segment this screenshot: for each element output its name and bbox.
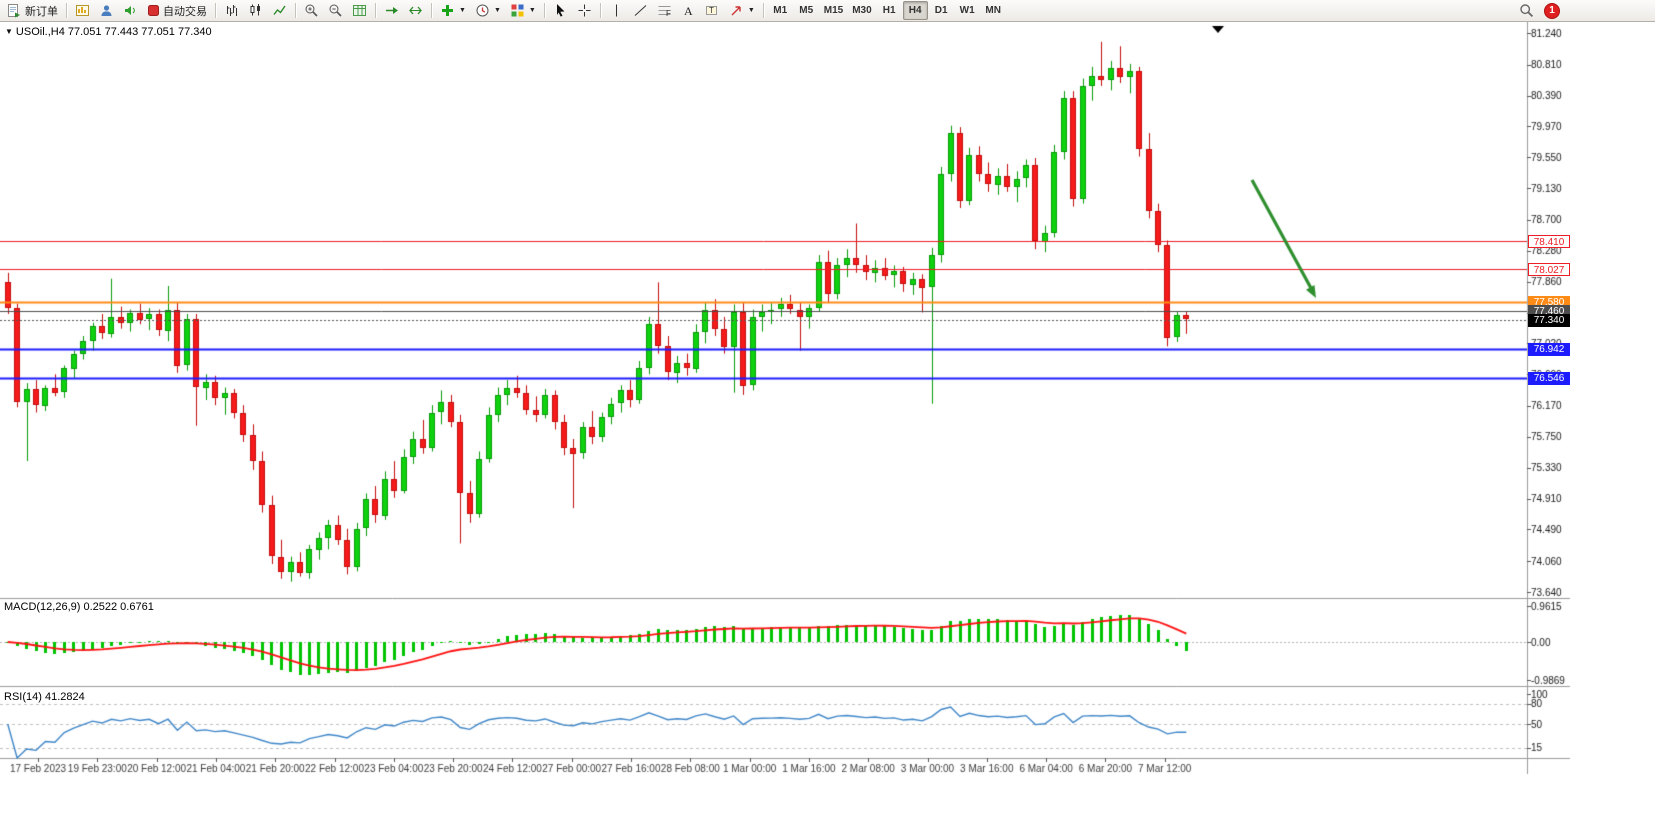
crosshair-button[interactable]: [573, 1, 596, 20]
timeframe-button-m1[interactable]: M1: [768, 1, 793, 20]
notification-badge[interactable]: 1: [1544, 2, 1560, 19]
price-badge-78-410[interactable]: 78.410: [1528, 235, 1570, 248]
chart-shift-button[interactable]: [404, 1, 427, 20]
trendline-button[interactable]: [629, 1, 652, 20]
periods-icon: [475, 3, 490, 18]
toolbar-separator: [295, 3, 296, 18]
arrows-icon: [729, 3, 744, 18]
crosshair-icon: [577, 3, 592, 18]
timeframe-button-mn[interactable]: MN: [981, 1, 1006, 20]
fibonacci-icon: F: [657, 3, 672, 18]
cursor-button[interactable]: [549, 1, 572, 20]
bar-chart-button[interactable]: [220, 1, 243, 20]
rsi-indicator-label: RSI(14) 41.2824: [4, 691, 85, 703]
auto-scroll-button[interactable]: [380, 1, 403, 20]
tile-windows-icon: [352, 3, 367, 18]
fibonacci-button[interactable]: F: [653, 1, 676, 20]
timeframe-button-d1[interactable]: D1: [929, 1, 954, 20]
chevron-down-icon: ▼: [493, 7, 501, 14]
vertical-line-button[interactable]: [605, 1, 628, 20]
profiles-icon: [99, 3, 114, 18]
cursor-icon: [553, 3, 568, 18]
candlestick-chart-button[interactable]: [244, 1, 267, 20]
zoom-in-icon: [304, 3, 319, 18]
text-button[interactable]: A: [677, 1, 700, 20]
chart-shift-icon: [408, 3, 423, 18]
chart-title-text: USOil.,H4 77.051 77.443 77.051 77.340: [15, 26, 212, 38]
svg-text:F: F: [666, 9, 671, 18]
autotrading-status-icon: [147, 4, 160, 17]
toolbar-separator: [762, 3, 764, 18]
autotrading-button[interactable]: 自动交易: [143, 1, 211, 20]
svg-text:T: T: [709, 6, 714, 15]
templates-icon: [510, 3, 525, 18]
line-chart-icon: [272, 3, 287, 18]
text-label-icon: T: [705, 3, 720, 18]
price-badge-76-546[interactable]: 76.546: [1528, 372, 1570, 385]
macd-indicator-label: MACD(12,26,9) 0.2522 0.6761: [4, 601, 154, 613]
tile-windows-button[interactable]: [348, 1, 371, 20]
line-chart-button[interactable]: [268, 1, 291, 20]
toolbar-separator: [599, 3, 601, 18]
price-badge-76-942[interactable]: 76.942: [1528, 343, 1570, 356]
new-chart-button[interactable]: [71, 1, 94, 20]
chevron-down-icon: ▼: [747, 7, 755, 14]
new-order-label: 新订单: [25, 5, 58, 18]
toolbar-separator: [431, 3, 432, 18]
zoom-in-button[interactable]: [300, 1, 323, 20]
search-button[interactable]: [1515, 1, 1538, 20]
toolbar-separator: [215, 3, 216, 18]
sound-icon: [123, 3, 138, 18]
indicators-icon: [440, 3, 455, 18]
toolbar-separator: [543, 3, 545, 18]
timeframe-button-m15[interactable]: M15: [820, 1, 847, 20]
timeframe-group: M1 M5 M15 M30 H1 H4 D1 W1 MN: [768, 1, 1006, 20]
arrows-button[interactable]: ▼: [725, 1, 759, 20]
chart-title: ▼ USOil.,H4 77.051 77.443 77.051 77.340: [5, 26, 212, 38]
zoom-out-button[interactable]: [324, 1, 347, 20]
bar-chart-icon: [224, 3, 239, 18]
svg-text:A: A: [684, 4, 693, 18]
chart-window: ▼ USOil.,H4 77.051 77.443 77.051 77.340 M…: [0, 22, 1655, 824]
timeframe-button-h1[interactable]: H1: [877, 1, 902, 20]
text-icon: A: [681, 3, 696, 18]
templates-button[interactable]: ▼: [506, 1, 540, 20]
zoom-out-icon: [328, 3, 343, 18]
toolbar-separator: [375, 3, 376, 18]
new-order-icon: [7, 3, 22, 18]
toolbar-separator: [66, 3, 67, 18]
search-icon: [1519, 3, 1534, 18]
price-badge-78-027[interactable]: 78.027: [1528, 263, 1570, 276]
indicators-button[interactable]: ▼: [436, 1, 470, 20]
new-order-button[interactable]: 新订单: [3, 1, 62, 20]
chevron-down-icon: ▼: [528, 7, 536, 14]
text-label-button[interactable]: T: [701, 1, 724, 20]
chevron-down-icon: ▼: [459, 7, 466, 14]
profiles-button[interactable]: [95, 1, 118, 20]
toolbar-right-group: 1: [1515, 1, 1560, 20]
candlestick-chart-icon: [248, 3, 263, 18]
vertical-line-icon: [609, 3, 624, 18]
timeframe-button-w1[interactable]: W1: [955, 1, 980, 20]
trendline-icon: [633, 3, 648, 18]
timeframe-button-h4[interactable]: H4: [902, 1, 928, 20]
timeframe-button-m5[interactable]: M5: [794, 1, 819, 20]
autotrading-label: 自动交易: [163, 5, 207, 18]
new-chart-icon: [75, 3, 90, 18]
chart-collapse-icon[interactable]: ▼: [5, 27, 13, 36]
auto-scroll-icon: [384, 3, 399, 18]
main-chart-canvas[interactable]: [0, 22, 1655, 824]
timeframe-button-m30[interactable]: M30: [848, 1, 875, 20]
periods-button[interactable]: ▼: [471, 1, 505, 20]
toolbar: 新订单 自动交易 ▼ ▼ ▼ F A T ▼ M1 M5 M15 M30 H1 H4 D1 W…: [0, 0, 1655, 22]
price-badge-current[interactable]: 77.340: [1528, 314, 1570, 327]
sound-button[interactable]: [119, 1, 142, 20]
